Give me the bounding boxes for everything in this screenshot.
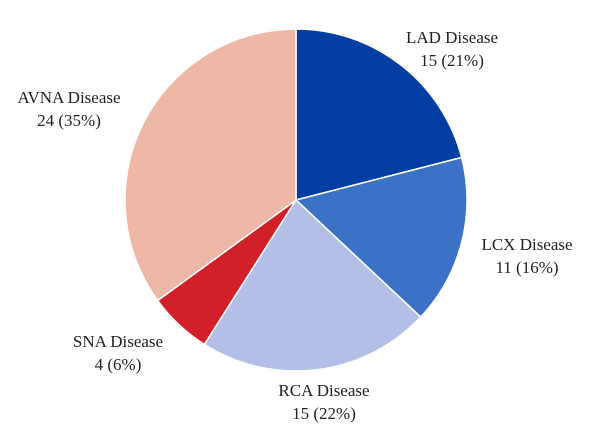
pie-slice-lcx [294,156,468,319]
label-sna-name: SNA Disease [73,332,163,351]
label-rca-name: RCA Disease [278,381,369,400]
label-lcx-value: 11 (16%) [495,258,558,277]
label-avna-value: 24 (35%) [37,111,101,130]
label-lad-name: LAD Disease [406,28,498,47]
label-lad-value: 15 (21%) [420,51,484,70]
pie-slices [124,28,468,372]
label-sna-value: 4 (6%) [95,355,142,374]
label-avna-name: AVNA Disease [17,88,120,107]
label-lcx-name: LCX Disease [481,235,572,254]
pie-slice-rca [203,198,422,372]
pie-labels: LAD Disease 15 (21%) LCX Disease 11 (16%… [17,28,572,423]
pie-slice-avna [124,28,297,302]
pie-slice-lad [295,28,463,201]
label-rca-value: 15 (22%) [292,404,356,423]
